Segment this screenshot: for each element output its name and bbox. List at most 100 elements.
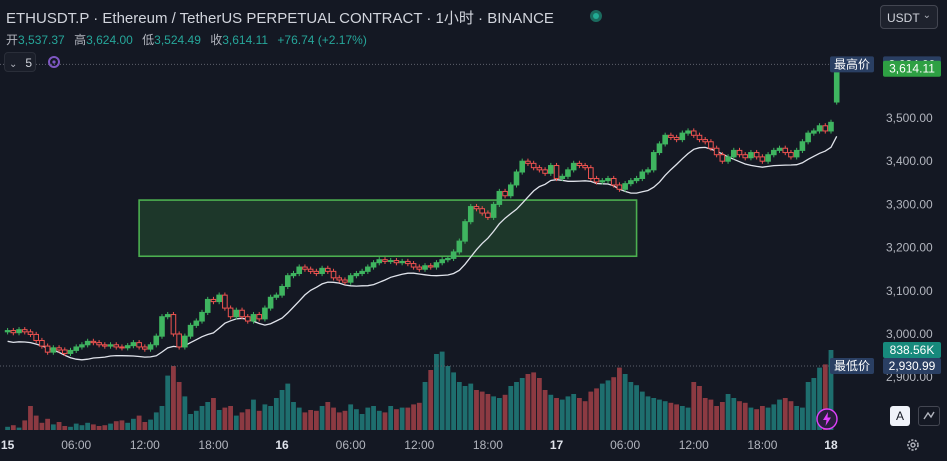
candle: [782, 147, 789, 154]
candle: [673, 136, 680, 141]
x-tick-label: 12:00: [130, 438, 160, 452]
candle: [284, 275, 291, 287]
candle: [462, 221, 468, 242]
y-tick-label: 3,200.00: [886, 241, 933, 255]
candle: [250, 314, 257, 322]
candle: [730, 149, 737, 158]
candle: [187, 324, 194, 337]
candle: [525, 160, 531, 164]
high-label-tag: 最高价: [834, 56, 870, 71]
volume-bar: [777, 399, 782, 430]
candle: [816, 125, 823, 132]
indicator-toggle[interactable]: ⌄ 5: [4, 52, 36, 72]
candle: [79, 344, 85, 348]
candle: [708, 141, 714, 149]
volume-bar: [73, 423, 79, 430]
log-scale-button[interactable]: [918, 406, 940, 426]
low-label-tag: 最低价: [834, 359, 870, 373]
candle: [256, 314, 262, 320]
volume-bar: [325, 402, 331, 430]
volume-bar: [737, 401, 742, 430]
volume-bar: [514, 382, 519, 430]
candle: [422, 265, 428, 270]
candle: [124, 345, 131, 349]
market-status-icon[interactable]: [590, 10, 602, 22]
high-label: 高: [74, 33, 87, 47]
volume-bar: [731, 398, 737, 430]
candle: [490, 203, 497, 218]
volume-bar: [754, 409, 760, 430]
volume-bar: [456, 382, 462, 430]
candle: [656, 143, 663, 154]
volume-bar: [788, 401, 794, 430]
volume-bar: [159, 406, 165, 430]
volume-bar: [622, 374, 628, 430]
volume-bar: [279, 390, 285, 430]
volume-bar: [577, 398, 582, 430]
candle: [119, 346, 125, 349]
candle: [639, 171, 646, 179]
volume-bar: [422, 382, 428, 430]
candle: [233, 309, 240, 318]
x-tick-label: 16: [275, 438, 289, 452]
candle: [502, 190, 508, 197]
candle: [679, 132, 686, 141]
indicator-icon[interactable]: [47, 55, 61, 69]
volume-bar: [222, 407, 228, 430]
volume-bar: [491, 396, 497, 430]
candle: [565, 169, 571, 177]
volume-bar: [296, 407, 302, 430]
candle: [307, 268, 314, 272]
currency-select[interactable]: USDT ⌄: [880, 5, 938, 29]
volume-bar: [171, 366, 176, 430]
lightning-icon[interactable]: [816, 408, 838, 430]
candle: [33, 333, 39, 341]
candle: [833, 68, 840, 103]
volume-bar: [657, 399, 662, 430]
candle: [365, 266, 371, 272]
candle: [719, 154, 726, 162]
low-price-tag-bg: [883, 358, 941, 374]
volume-bar: [365, 407, 371, 430]
volume-bar: [165, 375, 171, 430]
low-label: 低: [142, 33, 155, 47]
volume-bar: [199, 406, 205, 430]
candle: [96, 342, 102, 346]
candle: [153, 335, 160, 346]
candle: [296, 266, 303, 275]
candle: [456, 240, 463, 253]
gear-icon[interactable]: [905, 437, 921, 453]
candle: [4, 330, 11, 333]
x-tick-label: 15: [1, 438, 15, 452]
volume-bar: [599, 383, 605, 430]
candle: [370, 262, 377, 268]
candle: [279, 285, 285, 296]
candle: [479, 208, 485, 214]
candle: [702, 139, 708, 143]
volume-bar: [805, 382, 811, 430]
volume-bar: [239, 412, 245, 430]
candle: [359, 270, 365, 275]
candle: [319, 267, 325, 275]
volume-bar: [451, 372, 457, 430]
autoscale-button[interactable]: A: [890, 406, 910, 426]
support-zone[interactable]: [138, 199, 638, 258]
volume-bar: [697, 386, 702, 430]
candle: [605, 177, 611, 182]
volume-bar: [273, 398, 279, 430]
volume-bar: [479, 391, 485, 430]
volume-bar: [153, 412, 159, 430]
candle: [668, 134, 674, 138]
candle: [433, 262, 440, 268]
candle: [164, 314, 171, 318]
volume-bar: [62, 426, 68, 430]
candle: [622, 183, 628, 190]
volume-bar: [348, 404, 354, 430]
candle: [725, 156, 731, 162]
symbol-title[interactable]: ETHUSDT.P · Ethereum / TetherUS PERPETUA…: [6, 7, 554, 28]
candle: [313, 270, 320, 275]
candle: [56, 347, 62, 351]
low-price-tag: 2,930.99: [889, 359, 936, 373]
